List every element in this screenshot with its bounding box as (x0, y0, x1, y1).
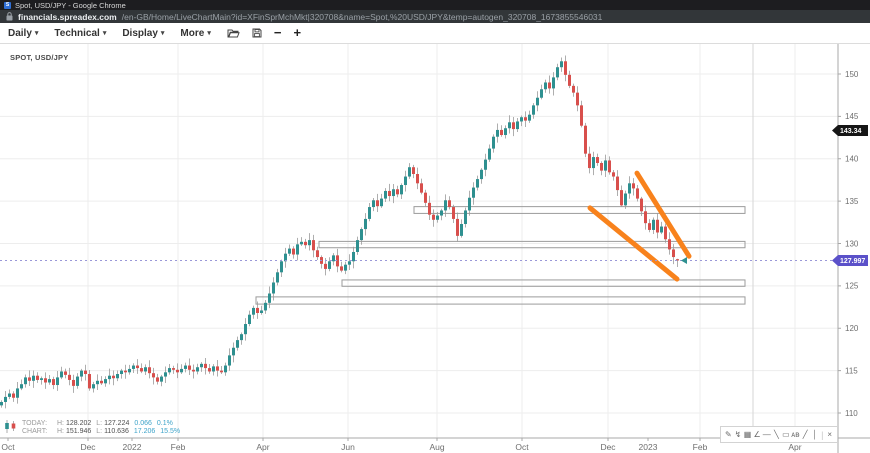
orange-trendline[interactable] (634, 170, 692, 259)
orange-trendline[interactable] (587, 205, 680, 282)
polyline-tool-icon[interactable]: ↯ (734, 430, 742, 439)
ray-tool-icon[interactable]: ╱ (802, 430, 808, 439)
vertical-line-tool-icon[interactable]: │ (812, 430, 818, 439)
svg-text:Apr: Apr (788, 442, 801, 452)
svg-text:Oct: Oct (1, 442, 15, 452)
toolbar-divider: | (821, 429, 824, 440)
svg-text:Dec: Dec (80, 442, 96, 452)
menu-display[interactable]: Display ▾ (122, 27, 165, 39)
svg-text:110: 110 (845, 409, 858, 418)
save-chart-button[interactable] (252, 28, 262, 38)
svg-text:143.34: 143.34 (840, 128, 862, 135)
svg-text:125: 125 (845, 282, 859, 291)
grid-tool-icon[interactable]: ▦ (743, 430, 752, 439)
folder-open-icon (227, 29, 240, 38)
price-zone-box[interactable] (318, 240, 746, 249)
price-axis-badge: 127.997 (832, 254, 868, 266)
segment-tool-icon[interactable]: ╲ (773, 430, 779, 439)
price-zone-box[interactable] (341, 279, 746, 287)
candlestick-chart[interactable]: 110 115 120 125 130 135 140 145 150 Oct Dec 2022 Feb… (0, 44, 870, 453)
candlestick-series (0, 55, 679, 409)
svg-text:Oct: Oct (515, 442, 529, 452)
price-zone-box[interactable] (413, 206, 746, 214)
delete-drawing-icon[interactable]: × (827, 430, 833, 439)
y-axis-labels: 110 115 120 125 130 135 140 145 150 (838, 70, 859, 418)
url-domain: financials.spreadex.com (18, 11, 117, 22)
chevron-down-icon: ▾ (160, 30, 165, 37)
rectangle-tool-icon[interactable]: ▭ (782, 430, 790, 439)
svg-text:Jun: Jun (341, 442, 355, 452)
current-price-marker (681, 256, 687, 264)
horizontal-line-tool-icon[interactable]: — (762, 430, 771, 439)
chevron-down-icon: ▾ (34, 30, 39, 37)
chart-toolbar: Daily ▾ Technical ▾ Display ▾ More ▾ (0, 23, 870, 44)
svg-text:115: 115 (845, 366, 858, 375)
chart-area[interactable]: 110 115 120 125 130 135 140 145 150 Oct Dec 2022 Feb… (0, 44, 870, 453)
price-zone-boxes[interactable] (255, 206, 746, 305)
window-title-bar[interactable]: S Spot, USD/JPY - Google Chrome (0, 0, 870, 10)
padlock-icon (6, 12, 13, 21)
zoom-out-button[interactable]: − (273, 25, 282, 40)
svg-text:Apr: Apr (256, 442, 269, 452)
chart-symbol-label: SPOT, USD/JPY (10, 53, 69, 62)
svg-text:135: 135 (845, 197, 859, 206)
svg-text:Feb: Feb (693, 442, 708, 452)
menu-more[interactable]: More ▾ (180, 27, 211, 39)
window-title: Spot, USD/JPY - Google Chrome (15, 0, 126, 10)
svg-text:2022: 2022 (123, 442, 142, 452)
today-stats-row: TODAY: H: 128.202 L: 127.224 0.066 0.1% (22, 420, 173, 427)
svg-text:127.997: 127.997 (840, 258, 865, 265)
svg-text:Feb: Feb (171, 442, 186, 452)
url-bar[interactable]: financials.spreadex.com/en-GB/Home/LiveC… (0, 10, 870, 23)
svg-text:130: 130 (845, 239, 859, 248)
floppy-disk-icon (252, 28, 262, 38)
chart-stats-row: CHART: H: 151.946 L: 110.636 17.206 15.5… (22, 428, 181, 435)
svg-text:120: 120 (845, 324, 859, 333)
chart-stats-overlay: TODAY: H: 128.202 L: 127.224 0.066 0.1% … (4, 420, 180, 435)
drawing-toolbar: ✎↯▦∠—╲▭ᴀʙᴄ╱ │|× (720, 426, 838, 443)
site-favicon: S (4, 1, 11, 9)
chevron-down-icon: ▾ (207, 30, 211, 37)
menu-technical[interactable]: Technical ▾ (54, 27, 107, 39)
svg-text:2023: 2023 (639, 442, 658, 452)
open-chart-button[interactable] (227, 28, 240, 38)
price-zone-box[interactable] (255, 296, 746, 305)
svg-text:140: 140 (845, 155, 859, 164)
x-axis-labels: Oct Dec 2022 Feb Apr Jun Aug Oct Dec 2023 Feb Apr (1, 438, 802, 452)
svg-text:Aug: Aug (429, 442, 444, 452)
horizontal-gridlines (0, 73, 838, 414)
svg-text:Dec: Dec (600, 442, 616, 452)
svg-text:145: 145 (845, 112, 859, 121)
zoom-in-button[interactable]: + (293, 25, 302, 40)
mini-candle-icon (5, 420, 16, 433)
fan-lines-tool-icon[interactable]: ∠ (753, 430, 761, 439)
chevron-down-icon: ▾ (102, 30, 107, 37)
menu-timeframe[interactable]: Daily ▾ (8, 27, 39, 39)
pencil-tool-icon[interactable]: ✎ (724, 430, 732, 439)
svg-text:150: 150 (845, 70, 859, 79)
text-tool-icon[interactable]: ᴀʙᴄ (791, 430, 800, 439)
price-axis-badge: 143.34 (832, 124, 868, 136)
url-path: /en-GB/Home/LiveChartMain?id=XFinSprMchM… (121, 11, 603, 22)
